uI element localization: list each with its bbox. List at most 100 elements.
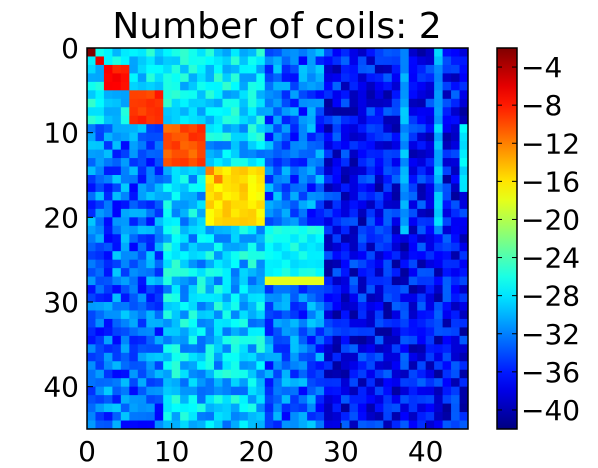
- heatmap-cell: [332, 141, 342, 150]
- heatmap-cell: [214, 234, 223, 244]
- heatmap-cell: [357, 327, 367, 337]
- heatmap-cell: [417, 191, 427, 201]
- heatmap-cell: [87, 412, 96, 421]
- heatmap-cell: [281, 64, 291, 74]
- heatmap-cell: [222, 285, 232, 294]
- heatmap-cell: [383, 259, 393, 269]
- heatmap-cell: [230, 98, 240, 108]
- heatmap-cell: [180, 191, 189, 201]
- heatmap-cell: [120, 310, 130, 320]
- heatmap-cell: [383, 310, 393, 320]
- heatmap-cell: [281, 166, 291, 176]
- heatmap-cell: [129, 141, 139, 150]
- heatmap-cell: [383, 225, 393, 235]
- heatmap-cell: [230, 276, 240, 286]
- heatmap-cell: [349, 225, 359, 235]
- heatmap-cell: [230, 369, 240, 379]
- heatmap-cell: [391, 268, 401, 277]
- heatmap-cell: [239, 259, 249, 269]
- heatmap-cell: [171, 386, 181, 396]
- heatmap-cell: [400, 183, 410, 193]
- heatmap-cell: [315, 132, 325, 142]
- heatmap-cell: [391, 217, 401, 227]
- heatmap-cell: [171, 285, 181, 294]
- heatmap-cell: [442, 420, 452, 430]
- heatmap-cell: [247, 90, 257, 100]
- heatmap-cell: [188, 90, 198, 100]
- heatmap-cell: [230, 73, 240, 83]
- heatmap-cell: [357, 259, 367, 269]
- heatmap-cell: [451, 124, 460, 134]
- heatmap-cell: [281, 293, 291, 303]
- heatmap-cell: [256, 183, 266, 193]
- heatmap-cell: [366, 251, 376, 261]
- heatmap-cell: [451, 335, 460, 345]
- heatmap-cell: [408, 175, 418, 184]
- heatmap-cell: [383, 268, 393, 277]
- heatmap-cell: [103, 200, 113, 210]
- heatmap-cell: [383, 251, 393, 261]
- heatmap-cell: [459, 81, 469, 91]
- heatmap-cell: [256, 369, 266, 379]
- heatmap-cell: [120, 378, 130, 388]
- heatmap-cell: [434, 251, 443, 261]
- heatmap-cell: [146, 81, 156, 91]
- heatmap-cell: [129, 56, 139, 66]
- heatmap-cell: [112, 302, 122, 311]
- heatmap-cell: [290, 115, 300, 125]
- heatmap-cell: [197, 302, 206, 311]
- heatmap-cell: [264, 352, 274, 362]
- heatmap-cell: [298, 310, 308, 320]
- heatmap-cell: [374, 141, 384, 150]
- heatmap-cell: [180, 276, 189, 286]
- heatmap-cell: [417, 302, 427, 311]
- heatmap-cell: [459, 124, 469, 134]
- heatmap-cell: [290, 310, 300, 320]
- heatmap-cell: [120, 276, 130, 286]
- heatmap-cell: [205, 183, 215, 193]
- x-tick-label: 20: [239, 435, 275, 468]
- heatmap-cell: [180, 73, 189, 83]
- heatmap-cell: [188, 48, 198, 57]
- heatmap-cell: [357, 378, 367, 388]
- heatmap-cell: [315, 276, 325, 286]
- heatmap-cell: [163, 208, 173, 218]
- heatmap-cell: [163, 335, 173, 345]
- heatmap-cell: [315, 175, 325, 184]
- heatmap-cell: [87, 302, 96, 311]
- heatmap-cell: [349, 48, 359, 57]
- heatmap-cell: [400, 251, 410, 261]
- heatmap-cell: [417, 293, 427, 303]
- heatmap-cell: [188, 395, 198, 404]
- heatmap-cell: [273, 403, 283, 413]
- heatmap-cell: [298, 276, 308, 286]
- heatmap-cell: [214, 64, 223, 74]
- heatmap-cell: [222, 208, 232, 218]
- heatmap-cell: [273, 107, 283, 117]
- heatmap-cell: [146, 107, 156, 117]
- heatmap-cell: [366, 403, 376, 413]
- heatmap-cell: [188, 115, 198, 125]
- heatmap-cell: [357, 386, 367, 396]
- heatmap-cell: [214, 318, 223, 328]
- heatmap-cell: [324, 420, 333, 430]
- heatmap-cell: [315, 352, 325, 362]
- heatmap-cell: [180, 420, 189, 430]
- heatmap-cell: [315, 302, 325, 311]
- heatmap-cell: [256, 115, 266, 125]
- heatmap-cell: [459, 107, 469, 117]
- heatmap-cell: [120, 217, 130, 227]
- heatmap-cell: [374, 124, 384, 134]
- heatmap-cell: [332, 335, 342, 345]
- heatmap-cell: [425, 175, 435, 184]
- heatmap-cell: [120, 302, 130, 311]
- heatmap-cell: [408, 191, 418, 201]
- heatmap-cell: [273, 166, 283, 176]
- heatmap-cell: [205, 242, 215, 252]
- heatmap-cell: [197, 276, 206, 286]
- heatmap-cell: [391, 395, 401, 404]
- heatmap-cell: [154, 166, 164, 176]
- heatmap-cell: [366, 107, 376, 117]
- heatmap-cell: [341, 234, 350, 244]
- heatmap-cell: [400, 285, 410, 294]
